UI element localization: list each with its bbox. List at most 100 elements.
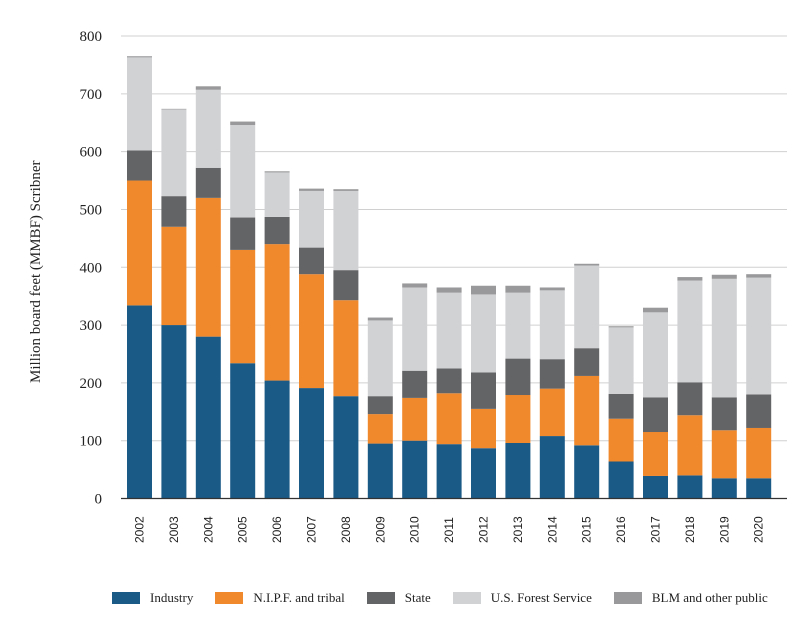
bar-segment-state-2015	[574, 348, 600, 376]
y-tick-label: 400	[80, 260, 103, 276]
x-tick-label: 2005	[236, 516, 250, 543]
bar-segment-state-2009	[367, 396, 393, 415]
bar-segment-state-2004	[195, 167, 221, 198]
bar-segment-n-i-p-f-and-tribal-2007	[299, 274, 324, 389]
y-axis-ticks: 0 100 200 300 400 500 600 700 800	[80, 29, 103, 508]
bar-segment-blm-and-other-public-2009	[367, 317, 393, 321]
bar-segment-n-i-p-f-and-tribal-2020	[746, 427, 772, 479]
x-tick-label: 2018	[683, 516, 697, 543]
bar-segment-n-i-p-f-and-tribal-2018	[677, 415, 703, 476]
bar-segment-blm-and-other-public-2006	[264, 171, 290, 173]
bar-segment-industry-2004	[195, 336, 221, 499]
bars	[127, 56, 772, 499]
bar-segment-n-i-p-f-and-tribal-2014	[539, 388, 565, 437]
bar-segment-state-2016	[608, 393, 634, 419]
bar-segment-state-2008	[333, 270, 359, 301]
x-tick-label: 2010	[408, 516, 422, 543]
x-tick-label: 2006	[270, 516, 284, 543]
legend-swatch	[452, 592, 481, 604]
bar-segment-industry-2012	[471, 448, 496, 499]
bar-segment-u-s-forest-service-2020	[746, 277, 772, 395]
bar-segment-state-2020	[746, 394, 772, 428]
bar-segment-u-s-forest-service-2008	[333, 190, 359, 271]
bar-segment-blm-and-other-public-2015	[574, 263, 600, 266]
legend-label: Industry	[150, 590, 194, 605]
bar-segment-u-s-forest-service-2007	[299, 190, 324, 248]
bar-segment-industry-2020	[746, 478, 772, 499]
bar-segment-u-s-forest-service-2011	[436, 292, 462, 369]
bar-segment-industry-2015	[574, 445, 600, 499]
bar-segment-blm-and-other-public-2017	[643, 307, 668, 313]
bar-segment-industry-2014	[539, 436, 565, 499]
bar-segment-state-2011	[436, 368, 462, 394]
legend-label: BLM and other public	[651, 590, 768, 605]
bar-segment-blm-and-other-public-2018	[677, 277, 703, 281]
x-tick-label: 2007	[305, 516, 319, 543]
bar-segment-industry-2010	[402, 440, 428, 499]
bar-segment-u-s-forest-service-2016	[608, 327, 634, 394]
bar-segment-blm-and-other-public-2012	[471, 285, 496, 295]
bar-segment-u-s-forest-service-2003	[161, 109, 187, 197]
bar-segment-blm-and-other-public-2010	[402, 283, 428, 288]
bar-segment-u-s-forest-service-2017	[643, 312, 668, 398]
bar-segment-industry-2016	[608, 461, 634, 499]
bar-segment-n-i-p-f-and-tribal-2009	[367, 414, 393, 444]
bar-segment-n-i-p-f-and-tribal-2004	[195, 197, 221, 337]
x-tick-label: 2008	[339, 516, 353, 543]
bar-segment-blm-and-other-public-2008	[333, 189, 359, 191]
bar-segment-industry-2013	[505, 443, 531, 499]
bar-segment-n-i-p-f-and-tribal-2012	[471, 408, 496, 449]
y-tick-label: 0	[95, 492, 103, 508]
x-tick-label: 2012	[477, 516, 491, 543]
legend-swatch	[613, 592, 642, 604]
bar-segment-blm-and-other-public-2019	[711, 274, 737, 279]
bar-segment-n-i-p-f-and-tribal-2005	[230, 249, 256, 364]
bar-segment-blm-and-other-public-2004	[195, 86, 221, 90]
bar-segment-blm-and-other-public-2013	[505, 285, 531, 293]
bar-segment-n-i-p-f-and-tribal-2010	[402, 397, 428, 441]
bar-segment-n-i-p-f-and-tribal-2019	[711, 430, 737, 479]
legend-item-state: State	[366, 590, 431, 606]
y-tick-label: 600	[80, 145, 103, 161]
bar-segment-blm-and-other-public-2003	[161, 108, 187, 110]
y-tick-label: 300	[80, 318, 103, 334]
bar-segment-u-s-forest-service-2013	[505, 292, 531, 359]
bar-segment-u-s-forest-service-2018	[677, 280, 703, 383]
bar-segment-state-2014	[539, 359, 565, 389]
bar-segment-n-i-p-f-and-tribal-2002	[127, 180, 152, 306]
bar-segment-industry-2011	[436, 444, 462, 499]
legend-item-blm-and-other-public: BLM and other public	[613, 590, 768, 606]
legend-item-u-s-forest-service: U.S. Forest Service	[452, 590, 592, 606]
bar-segment-n-i-p-f-and-tribal-2011	[436, 393, 462, 445]
y-tick-label: 100	[80, 434, 103, 450]
bar-segment-state-2019	[711, 397, 737, 431]
bar-segment-u-s-forest-service-2015	[574, 265, 600, 349]
bar-segment-u-s-forest-service-2004	[195, 89, 221, 168]
y-tick-label: 200	[80, 376, 103, 392]
bar-segment-blm-and-other-public-2011	[436, 287, 462, 293]
y-tick-label: 800	[80, 29, 103, 45]
y-tick-label: 700	[80, 87, 103, 103]
bar-segment-industry-2009	[367, 443, 393, 499]
x-tick-label: 2003	[167, 516, 181, 543]
bar-segment-industry-2017	[643, 475, 668, 499]
legend-item-n-i-p-f-and-tribal: N.I.P.F. and tribal	[215, 590, 345, 606]
bar-segment-u-s-forest-service-2006	[264, 172, 290, 217]
x-tick-label: 2013	[511, 516, 525, 543]
bar-segment-state-2005	[230, 217, 256, 250]
bar-segment-industry-2018	[677, 475, 703, 499]
x-tick-label: 2014	[545, 516, 559, 543]
x-tick-label: 2017	[649, 516, 663, 543]
y-axis-label: Million board feet (MMBF) Scribner	[28, 161, 44, 383]
legend-swatch	[366, 592, 395, 604]
legend-label: State	[404, 590, 431, 605]
bar-segment-industry-2019	[711, 478, 737, 499]
bar-segment-u-s-forest-service-2014	[539, 290, 565, 360]
bar-segment-u-s-forest-service-2012	[471, 294, 496, 373]
bar-segment-state-2003	[161, 196, 187, 227]
bar-segment-u-s-forest-service-2002	[127, 57, 152, 151]
bar-segment-blm-and-other-public-2005	[230, 121, 256, 126]
bar-segment-industry-2005	[230, 363, 256, 499]
x-tick-label: 2011	[442, 517, 456, 543]
x-tick-label: 2019	[717, 516, 731, 543]
